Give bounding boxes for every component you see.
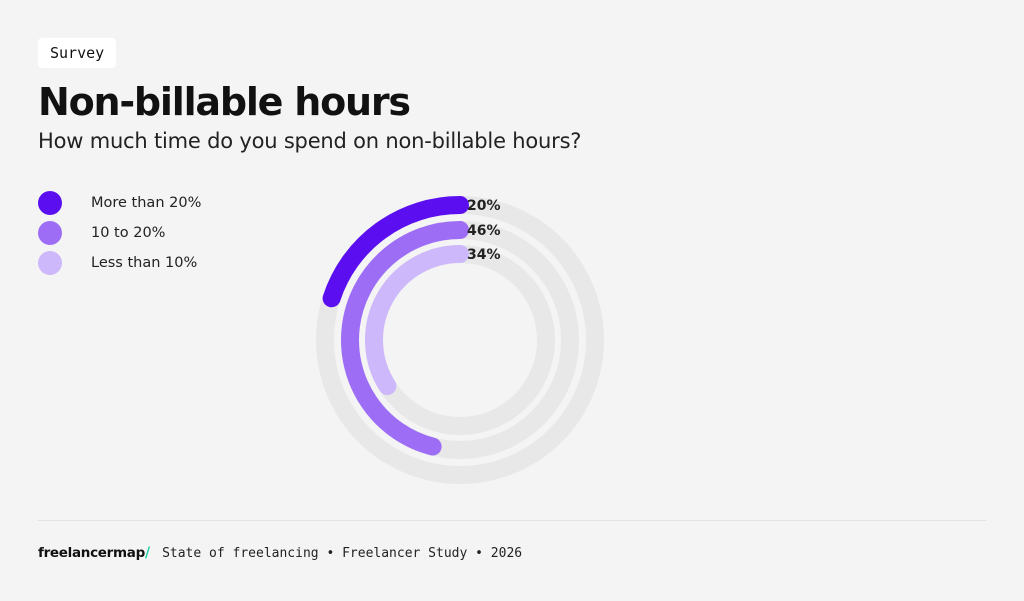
- data-label: 46%: [467, 223, 501, 239]
- ring-bar: [322, 196, 469, 308]
- legend-item: 10 to 20%: [38, 218, 201, 248]
- legend-item: More than 20%: [38, 188, 201, 218]
- page-title: Non-billable hours: [38, 80, 411, 124]
- survey-tag: Survey: [38, 38, 117, 68]
- legend-item: Less than 10%: [38, 248, 201, 278]
- page-subtitle: How much time do you spend on non-billab…: [38, 129, 582, 153]
- chart-legend: More than 20% 10 to 20% Less than 10%: [38, 188, 201, 278]
- footer: freelancermap / State of freelancing • F…: [38, 545, 522, 561]
- data-label: 34%: [467, 247, 501, 263]
- footer-divider: [38, 520, 986, 521]
- ring-bar: [341, 221, 469, 456]
- legend-label: 10 to 20%: [91, 225, 166, 241]
- legend-label: More than 20%: [91, 195, 202, 211]
- ring-bar: [365, 245, 469, 396]
- data-label: 20%: [467, 198, 501, 214]
- brand-logo-mark: /: [144, 545, 151, 561]
- legend-label: Less than 10%: [91, 255, 198, 271]
- footer-text: State of freelancing • Freelancer Study …: [162, 546, 523, 561]
- brand-logo: freelancermap: [38, 545, 145, 561]
- legend-swatch: [38, 221, 62, 245]
- legend-swatch: [38, 251, 62, 275]
- radial-bar-chart: 20% 46% 34%: [316, 196, 604, 484]
- legend-swatch: [38, 191, 62, 215]
